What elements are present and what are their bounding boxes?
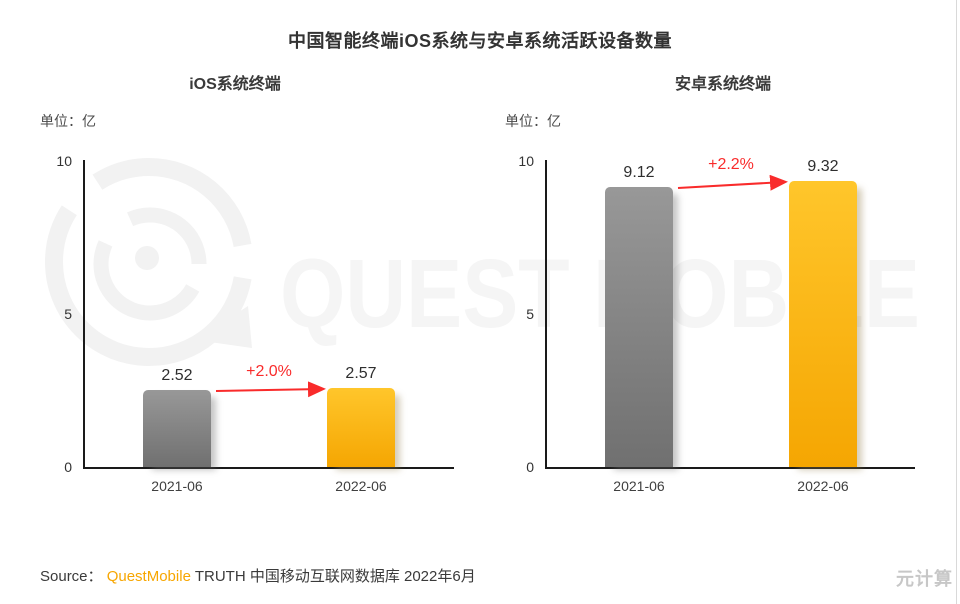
ios-unit-label: 单位：亿 bbox=[40, 113, 96, 129]
ios-x-axis bbox=[83, 467, 454, 469]
growth-arrow bbox=[215, 381, 326, 398]
android-unit-label: 单位：亿 bbox=[505, 113, 561, 129]
x-category-label: 2022-06 bbox=[797, 478, 849, 494]
ios-y-axis bbox=[83, 160, 85, 468]
android-x-axis bbox=[545, 467, 915, 469]
x-category-label: 2021-06 bbox=[613, 478, 665, 494]
bar-2022-06: 2.57 2022-06 bbox=[327, 365, 395, 494]
ios-chart-title: iOS系统终端 bbox=[189, 76, 281, 93]
x-category-label: 2021-06 bbox=[151, 478, 203, 494]
y-tick-label: 5 bbox=[526, 305, 534, 322]
bar-2022-06: 9.32 2022-06 bbox=[789, 158, 857, 494]
bar-fill-gray bbox=[605, 187, 673, 467]
bar-fill-yellow bbox=[789, 181, 857, 467]
y-tick-label: 5 bbox=[64, 305, 72, 322]
bar-value-label: 9.32 bbox=[807, 158, 839, 175]
bar-value-label: 2.52 bbox=[161, 367, 193, 384]
y-tick-label: 0 bbox=[526, 459, 534, 475]
source-line: Source： QuestMobile TRUTH 中国移动互联网数据库 202… bbox=[40, 565, 476, 586]
ios-chart-plot: 10 5 0 2.52 2021-06 2.57 2022-06 +2.0% bbox=[56, 153, 454, 494]
bar-2021-06: 9.12 2021-06 bbox=[605, 164, 673, 494]
x-category-label: 2022-06 bbox=[335, 478, 387, 494]
y-tick-label: 10 bbox=[56, 153, 72, 169]
growth-percent-label: +2.0% bbox=[246, 363, 292, 380]
page-right-border bbox=[956, 0, 957, 604]
source-prefix: Source： bbox=[40, 568, 103, 585]
android-chart-plot: 10 5 0 9.12 2021-06 9.32 2022-06 +2.2% bbox=[518, 153, 915, 494]
android-chart-title: 安卓系统终端 bbox=[674, 76, 771, 93]
source-brand-questmobile: QuestMobile bbox=[106, 568, 191, 585]
bar-fill-yellow bbox=[327, 388, 395, 467]
y-tick-label: 10 bbox=[518, 153, 534, 169]
bar-2021-06: 2.52 2021-06 bbox=[143, 367, 211, 494]
page-title: 中国智能终端iOS系统与安卓系统活跃设备数量 bbox=[287, 31, 672, 51]
bar-value-label: 2.57 bbox=[345, 365, 377, 382]
corner-brand-watermark: 元计算 bbox=[896, 569, 953, 589]
growth-arrow bbox=[677, 174, 788, 191]
source-rest: TRUTH 中国移动互联网数据库 2022年6月 bbox=[194, 568, 476, 585]
bar-value-label: 9.12 bbox=[623, 164, 655, 181]
y-tick-label: 0 bbox=[64, 459, 72, 475]
android-y-axis bbox=[545, 160, 547, 468]
growth-percent-label: +2.2% bbox=[708, 156, 754, 173]
bar-fill-gray bbox=[143, 390, 211, 467]
